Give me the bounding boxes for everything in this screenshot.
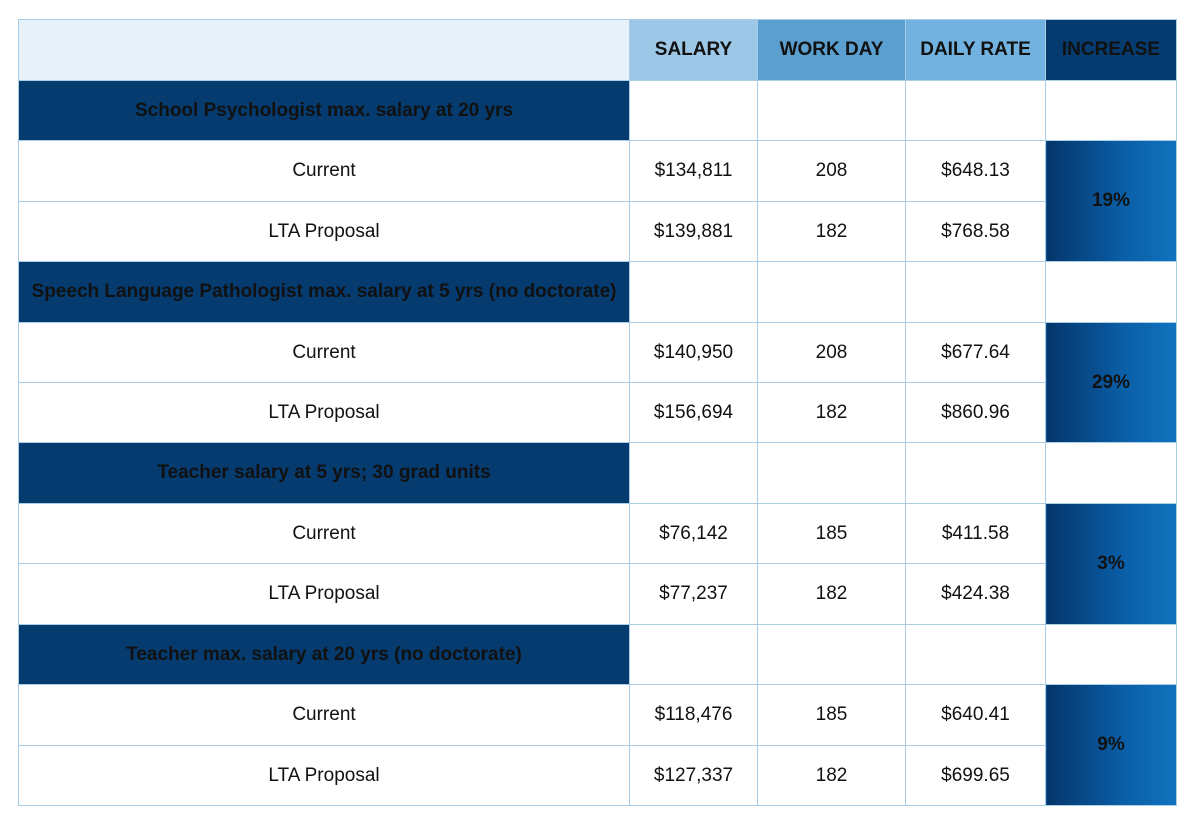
daily-rate-cell: $768.58 — [905, 201, 1046, 262]
section-row: Teacher max. salary at 20 yrs (no doctor… — [18, 624, 1177, 685]
salary-cell: $134,811 — [629, 140, 758, 202]
empty-cell — [905, 80, 1046, 141]
daily-rate-cell: $699.65 — [905, 745, 1046, 806]
table-row: LTA Proposal $156,694 182 $860.96 — [18, 382, 1177, 443]
table-row: Current $134,811 208 $648.13 19% — [18, 140, 1177, 262]
section-row: School Psychologist max. salary at 20 yr… — [18, 80, 1177, 141]
work-day-cell: 185 — [757, 684, 906, 746]
work-day-cell: 182 — [757, 201, 906, 262]
header-blank-cell — [18, 19, 630, 81]
increase-cell: 29% — [1045, 322, 1177, 443]
daily-rate-cell: $424.38 — [905, 563, 1046, 625]
increase-cell: 3% — [1045, 503, 1177, 625]
header-daily-rate: DAILY RATE — [905, 19, 1046, 81]
table-row: Current $140,950 208 $677.64 29% — [18, 322, 1177, 443]
increase-cell: 19% — [1045, 140, 1177, 262]
daily-rate-cell: $640.41 — [905, 684, 1046, 746]
daily-rate-cell: $411.58 — [905, 503, 1046, 564]
table-row: Current $76,142 185 $411.58 3% — [18, 503, 1177, 625]
empty-cell — [905, 442, 1046, 504]
work-day-cell: 182 — [757, 745, 906, 806]
row-label: LTA Proposal — [18, 745, 630, 806]
empty-cell — [1045, 80, 1177, 141]
row-label: LTA Proposal — [18, 563, 630, 625]
row-label: LTA Proposal — [18, 382, 630, 443]
daily-rate-cell: $677.64 — [905, 322, 1046, 383]
work-day-cell: 185 — [757, 503, 906, 564]
empty-cell — [629, 80, 758, 141]
section-title: Teacher salary at 5 yrs; 30 grad units — [18, 442, 630, 504]
row-label: Current — [18, 322, 630, 383]
salary-cell: $118,476 — [629, 684, 758, 746]
increase-cell: 9% — [1045, 684, 1177, 806]
salary-cell: $77,237 — [629, 563, 758, 625]
empty-cell — [757, 442, 906, 504]
empty-cell — [905, 261, 1046, 323]
row-label: LTA Proposal — [18, 201, 630, 262]
salary-comparison-table: SALARY WORK DAY DAILY RATE INCREASE Scho… — [18, 19, 1177, 806]
empty-cell — [757, 261, 906, 323]
work-day-cell: 208 — [757, 322, 906, 383]
row-label: Current — [18, 140, 630, 202]
empty-cell — [1045, 261, 1177, 323]
salary-cell: $127,337 — [629, 745, 758, 806]
work-day-cell: 182 — [757, 382, 906, 443]
row-label: Current — [18, 503, 630, 564]
salary-cell: $76,142 — [629, 503, 758, 564]
table-row: LTA Proposal $139,881 182 $768.58 — [18, 201, 1177, 262]
section-title: School Psychologist max. salary at 20 yr… — [18, 80, 630, 141]
work-day-cell: 182 — [757, 563, 906, 625]
section-title: Speech Language Pathologist max. salary … — [18, 261, 630, 323]
header-work-day: WORK DAY — [757, 19, 906, 81]
empty-cell — [757, 624, 906, 685]
empty-cell — [629, 442, 758, 504]
salary-cell: $156,694 — [629, 382, 758, 443]
header-row: SALARY WORK DAY DAILY RATE INCREASE — [18, 19, 1177, 81]
table-row: LTA Proposal $127,337 182 $699.65 — [18, 745, 1177, 806]
empty-cell — [905, 624, 1046, 685]
header-increase: INCREASE — [1045, 19, 1177, 81]
table-row: LTA Proposal $77,237 182 $424.38 — [18, 563, 1177, 625]
empty-cell — [1045, 442, 1177, 504]
empty-cell — [629, 261, 758, 323]
daily-rate-cell: $860.96 — [905, 382, 1046, 443]
salary-cell: $139,881 — [629, 201, 758, 262]
empty-cell — [629, 624, 758, 685]
work-day-cell: 208 — [757, 140, 906, 202]
empty-cell — [757, 80, 906, 141]
header-salary: SALARY — [629, 19, 758, 81]
row-label: Current — [18, 684, 630, 746]
empty-cell — [1045, 624, 1177, 685]
section-title: Teacher max. salary at 20 yrs (no doctor… — [18, 624, 630, 685]
section-row: Teacher salary at 5 yrs; 30 grad units — [18, 442, 1177, 504]
salary-cell: $140,950 — [629, 322, 758, 383]
section-row: Speech Language Pathologist max. salary … — [18, 261, 1177, 323]
table-row: Current $118,476 185 $640.41 9% — [18, 684, 1177, 806]
daily-rate-cell: $648.13 — [905, 140, 1046, 202]
